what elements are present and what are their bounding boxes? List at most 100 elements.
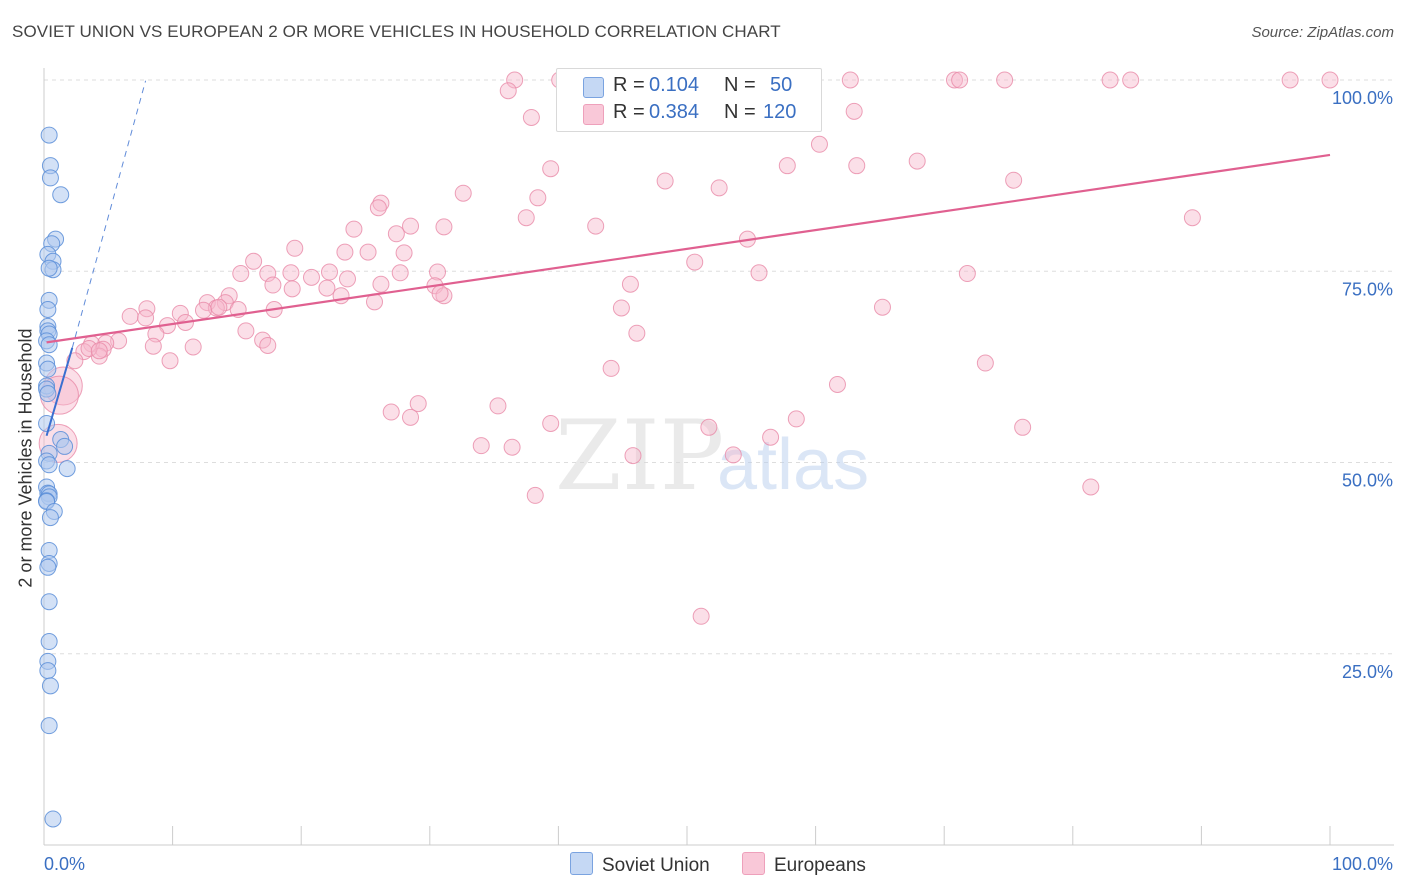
europeans-point <box>873 298 891 316</box>
europeans-point <box>395 244 413 262</box>
legend-r-value: 0.104 <box>649 74 700 96</box>
europeans-point <box>345 220 363 238</box>
soviet-union-point <box>40 717 58 735</box>
legend-n-value: 50 <box>770 74 793 96</box>
europeans-point <box>318 279 336 297</box>
europeans-point <box>194 301 212 319</box>
europeans-point <box>161 352 179 370</box>
europeans-point <box>750 264 768 282</box>
europeans-point <box>724 446 742 464</box>
europeans-point <box>282 264 300 282</box>
europeans-point <box>621 275 639 293</box>
legend-swatch-europeans <box>583 104 604 125</box>
europeans-point <box>369 199 387 217</box>
europeans-point <box>1183 209 1201 227</box>
gridlines <box>44 79 1394 655</box>
y-tick-label: 100.0% <box>1332 88 1393 108</box>
europeans-point <box>372 194 390 212</box>
europeans-point <box>402 408 420 426</box>
europeans-point <box>489 397 507 415</box>
europeans-point <box>612 299 630 317</box>
y-tick-label: 25.0% <box>1342 662 1393 682</box>
europeans-point <box>283 280 301 298</box>
europeans-point <box>945 71 963 89</box>
europeans-point <box>1321 71 1339 89</box>
bottom-legend-europeans[interactable]: Europeans <box>742 852 866 876</box>
watermark-atlas: atlas <box>717 425 869 505</box>
x-tick-label: 0.0% <box>44 854 85 874</box>
bottom-legend-label-soviet: Soviet Union <box>602 855 710 876</box>
europeans-point <box>138 300 156 318</box>
europeans-point <box>787 410 805 428</box>
data-points <box>38 71 1339 828</box>
soviet-union-point <box>39 301 57 318</box>
europeans-point <box>237 322 255 340</box>
legend-r-label: R = <box>613 74 645 96</box>
europeans-point <box>472 437 490 455</box>
europeans-point <box>996 71 1014 89</box>
europeans-point <box>210 298 228 316</box>
source-credit: Source: ZipAtlas.com <box>1251 24 1394 41</box>
bottom-legend-label-europeans: Europeans <box>774 855 866 876</box>
soviet-union-point <box>52 186 70 204</box>
soviet-union-point <box>39 360 57 378</box>
europeans-point <box>121 307 139 325</box>
europeans-trend-line <box>46 153 1331 344</box>
soviet-union-trend-line <box>45 347 74 437</box>
europeans-point <box>232 265 250 283</box>
europeans-point <box>66 352 84 370</box>
europeans-point <box>431 284 449 302</box>
europeans-point <box>1281 71 1299 89</box>
europeans-point <box>372 275 390 293</box>
europeans-point <box>75 343 93 361</box>
legend-r-label: R = <box>613 101 645 123</box>
europeans-point <box>1101 71 1119 89</box>
watermark-zip: ZIP <box>555 400 724 512</box>
europeans-point <box>529 189 547 207</box>
europeans-point <box>499 82 517 100</box>
europeans-point <box>686 253 704 271</box>
europeans-point <box>435 218 453 236</box>
soviet-union-point <box>41 169 59 187</box>
chart-title: SOVIET UNION VS EUROPEAN 2 OR MORE VEHIC… <box>12 22 781 41</box>
legend-n-label: N = <box>724 74 756 96</box>
europeans-point <box>382 403 400 421</box>
europeans-point <box>302 268 320 286</box>
legend-row-europeans: R = 0.384 N = 120 <box>557 101 821 127</box>
europeans-point <box>171 304 189 322</box>
x-tick-label: 100.0% <box>1332 854 1393 874</box>
europeans-point <box>391 264 409 282</box>
europeans-point <box>810 135 828 153</box>
europeans-point <box>320 263 338 281</box>
soviet-union-trend-extension <box>71 80 147 348</box>
europeans-point <box>1014 418 1032 436</box>
europeans-point <box>976 354 994 372</box>
soviet-union-point <box>39 558 57 576</box>
europeans-point <box>848 157 866 175</box>
tick-labels: 25.0% 50.0% 75.0% 100.0% 0.0% 100.0% <box>44 88 1393 874</box>
europeans-point <box>264 276 282 294</box>
y-tick-label: 75.0% <box>1342 279 1393 299</box>
soviet-union-point <box>40 633 58 651</box>
europeans-point <box>628 324 646 342</box>
europeans-point <box>1005 171 1023 189</box>
europeans-point <box>542 414 560 432</box>
bottom-legend-swatch-europeans <box>742 852 765 875</box>
soviet-union-point <box>56 437 74 455</box>
soviet-union-point <box>40 126 58 144</box>
europeans-point <box>845 102 863 120</box>
europeans-point <box>710 179 728 197</box>
watermark: ZIP atlas <box>555 400 869 512</box>
europeans-point <box>522 108 540 126</box>
soviet-union-point <box>40 456 58 474</box>
bottom-legend-soviet[interactable]: Soviet Union <box>570 852 710 876</box>
soviet-union-point <box>41 509 59 527</box>
europeans-point <box>259 336 277 354</box>
europeans-point <box>90 342 108 360</box>
europeans-point <box>526 486 544 504</box>
europeans-point <box>80 340 98 358</box>
europeans-point <box>958 265 976 283</box>
europeans-point <box>184 338 202 356</box>
europeans-point <box>624 447 642 465</box>
europeans-point <box>506 71 524 89</box>
